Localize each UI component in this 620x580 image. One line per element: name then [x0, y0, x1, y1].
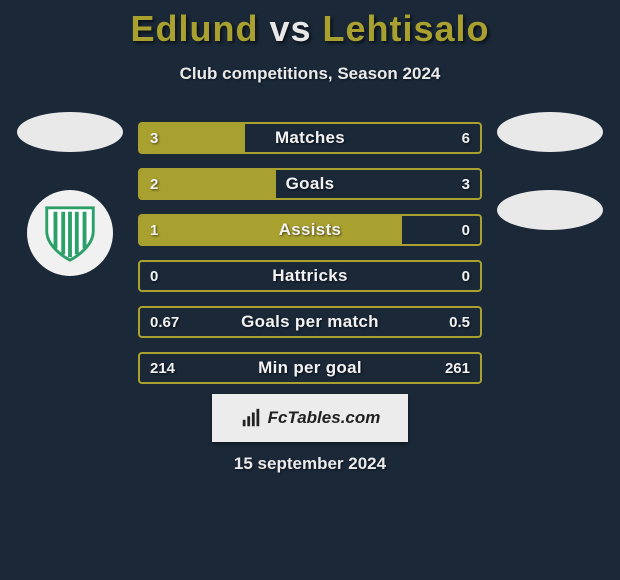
player2-silhouette — [497, 112, 603, 152]
stat-label: Goals — [140, 174, 480, 194]
comparison-bars: 3Matches62Goals31Assists00Hattricks00.67… — [138, 122, 482, 384]
stat-row: 214Min per goal261 — [138, 352, 482, 384]
subtitle: Club competitions, Season 2024 — [0, 64, 620, 84]
player1-club-badge — [27, 190, 113, 276]
brand-badge: FcTables.com — [212, 394, 408, 442]
stat-label: Min per goal — [140, 358, 480, 378]
stat-row: 3Matches6 — [138, 122, 482, 154]
left-column — [10, 112, 130, 276]
title-player1: Edlund — [130, 8, 258, 49]
stat-value-right: 0 — [462, 268, 470, 285]
stat-row: 1Assists0 — [138, 214, 482, 246]
stat-value-right: 0 — [462, 222, 470, 239]
stat-row: 0Hattricks0 — [138, 260, 482, 292]
brand-text: FcTables.com — [268, 408, 381, 428]
player1-silhouette — [17, 112, 123, 152]
stat-label: Matches — [140, 128, 480, 148]
title-vs: vs — [269, 8, 311, 49]
stat-label: Goals per match — [140, 312, 480, 332]
right-column — [490, 112, 610, 230]
stat-row: 2Goals3 — [138, 168, 482, 200]
page-title: Edlund vs Lehtisalo — [0, 0, 620, 50]
stat-row: 0.67Goals per match0.5 — [138, 306, 482, 338]
chart-icon — [240, 407, 262, 429]
stat-value-right: 3 — [462, 176, 470, 193]
stat-value-right: 6 — [462, 130, 470, 147]
ktp-shield-icon — [39, 202, 101, 264]
date-text: 15 september 2024 — [0, 454, 620, 474]
stat-value-right: 0.5 — [449, 314, 470, 331]
stat-label: Assists — [140, 220, 480, 240]
stat-value-right: 261 — [445, 360, 470, 377]
title-player2: Lehtisalo — [323, 8, 490, 49]
stat-label: Hattricks — [140, 266, 480, 286]
player2-club-badge — [497, 190, 603, 230]
